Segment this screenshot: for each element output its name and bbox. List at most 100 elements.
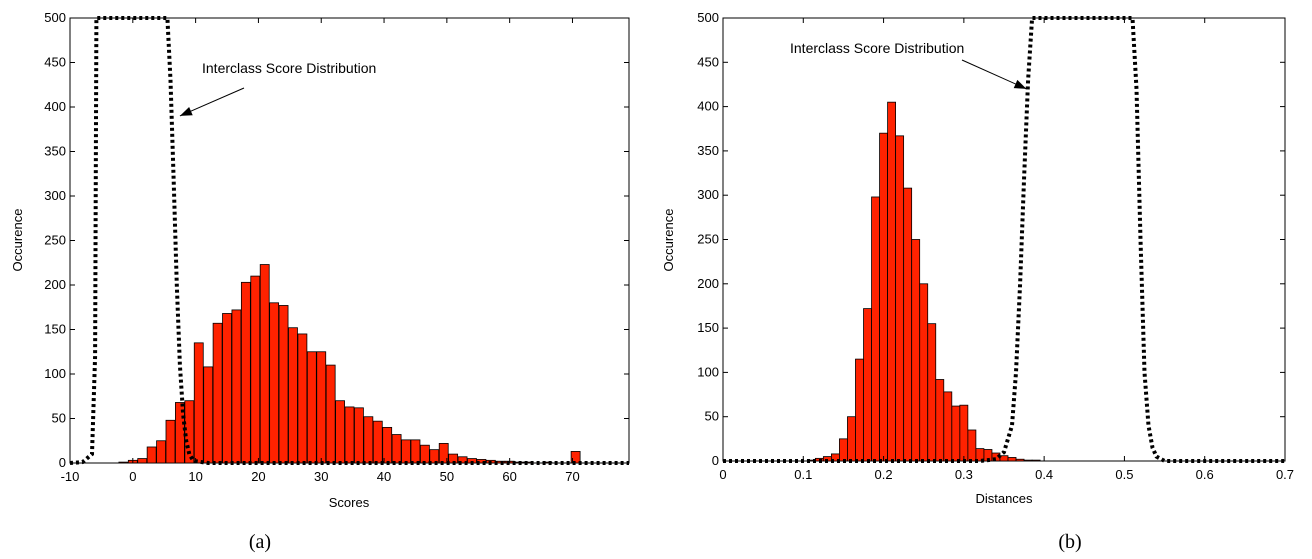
bar [919, 283, 929, 462]
bar [278, 305, 289, 464]
x-tick-label: 0.5 [1115, 467, 1133, 482]
bar [935, 379, 945, 462]
plot-area-b [722, 17, 1286, 462]
plot-area-a [69, 17, 630, 464]
bar [316, 351, 327, 464]
y-tick-label: 50 [52, 411, 66, 426]
bar [165, 419, 176, 464]
interclass-curve [723, 16, 1285, 463]
bar [410, 439, 421, 464]
bar [212, 322, 223, 464]
bar [344, 406, 355, 464]
bar [259, 264, 270, 464]
bar [137, 458, 148, 464]
bar [951, 405, 961, 462]
bar [306, 351, 317, 464]
bar [325, 364, 336, 464]
y-tick-label: 0 [712, 453, 719, 468]
bar [118, 461, 129, 464]
bar [943, 391, 953, 462]
bar [250, 275, 261, 464]
y-tick-label: 200 [44, 277, 66, 292]
bar [1007, 457, 1017, 462]
x-tick-label: 0.2 [875, 467, 893, 482]
bar [1023, 459, 1033, 462]
bar [288, 327, 298, 464]
bar [839, 438, 848, 462]
bar [203, 366, 214, 464]
chart-a: -10 0 10 20 30 40 50 60 700501001502002503003504… [10, 10, 630, 553]
x-tick-label: 0 [719, 467, 726, 482]
bar [871, 196, 880, 462]
x-axis-label-b: Distances [975, 491, 1033, 506]
bar [887, 101, 896, 462]
bar [335, 400, 345, 464]
bar [959, 404, 969, 462]
bar [354, 407, 364, 464]
bar [1015, 458, 1025, 462]
x-axis-label-a: Scores [329, 495, 370, 510]
bar [895, 135, 905, 462]
bar [967, 429, 977, 462]
bar [240, 281, 251, 464]
bar [401, 439, 411, 464]
y-tick-label: 100 [697, 364, 719, 379]
y-tick-label: 300 [697, 187, 719, 202]
bar [1031, 459, 1041, 462]
y-tick-label: 150 [44, 322, 66, 337]
y-tick-label: 200 [697, 276, 719, 291]
annotation-arrowhead-a [179, 106, 193, 116]
bar [193, 342, 204, 464]
interclass-curve-a [69, 16, 629, 465]
x-tick-label: 20 [251, 469, 265, 484]
x-tick-label: 0.3 [955, 467, 973, 482]
chart-b: 0 0.1 0.2 0.3 0.4 0.5 0.6 0.7 0 50 100 150 200 250 300… [661, 10, 1294, 553]
y-tick-label: 450 [44, 55, 66, 70]
bar [382, 426, 393, 464]
bars-a [118, 264, 581, 464]
y-tick-label: 250 [44, 233, 66, 248]
bar [184, 400, 195, 464]
bar [269, 302, 280, 464]
bar [457, 456, 468, 464]
x-tick-label: 0.7 [1276, 467, 1294, 482]
bar [156, 440, 166, 464]
x-tick-label: 40 [377, 469, 391, 484]
x-tick-label: -10 [61, 469, 80, 484]
y-tick-label: 350 [44, 144, 66, 159]
x-tick-label: 0.4 [1035, 467, 1053, 482]
y-tick-label: 500 [697, 10, 719, 25]
bars-b [806, 101, 1041, 462]
x-tick-label: 0.1 [794, 467, 812, 482]
bar [372, 420, 383, 464]
annotation-b: Interclass Score Distribution [790, 40, 964, 56]
y-tick-label: 100 [44, 366, 66, 381]
x-tick-label: 70 [565, 469, 579, 484]
x-tick-label: 0 [129, 469, 136, 484]
caption-b: (b) [1058, 531, 1081, 553]
bar [429, 449, 440, 464]
y-tick-label: 300 [44, 188, 66, 203]
x-tick-label: 0.6 [1196, 467, 1214, 482]
interclass-curve [69, 16, 629, 465]
bar [855, 358, 864, 462]
y-tick-label: 250 [697, 232, 719, 247]
y-tick-label: 0 [59, 455, 66, 470]
bar [570, 451, 581, 464]
ticks-b: 0 0.1 0.2 0.3 0.4 0.5 0.6 0.7 0 50 100 150 200 250 300… [697, 10, 1294, 482]
bar [847, 416, 856, 462]
x-tick-label: 10 [188, 469, 202, 484]
y-axis-label-a: Occurence [10, 209, 25, 272]
bar [146, 446, 157, 464]
annotation-arrowhead-b [1013, 79, 1027, 89]
y-tick-label: 400 [44, 99, 66, 114]
x-tick-label: 60 [502, 469, 516, 484]
y-tick-label: 150 [697, 320, 719, 335]
interclass-curve-b [723, 16, 1285, 463]
bar [222, 313, 232, 464]
y-axis-label-b: Occurence [661, 209, 676, 272]
y-tick-label: 350 [697, 143, 719, 158]
ticks-a: -10 0 10 20 30 40 50 60 700501001502002503003504… [44, 10, 629, 484]
annotation-a: Interclass Score Distribution [202, 60, 376, 76]
